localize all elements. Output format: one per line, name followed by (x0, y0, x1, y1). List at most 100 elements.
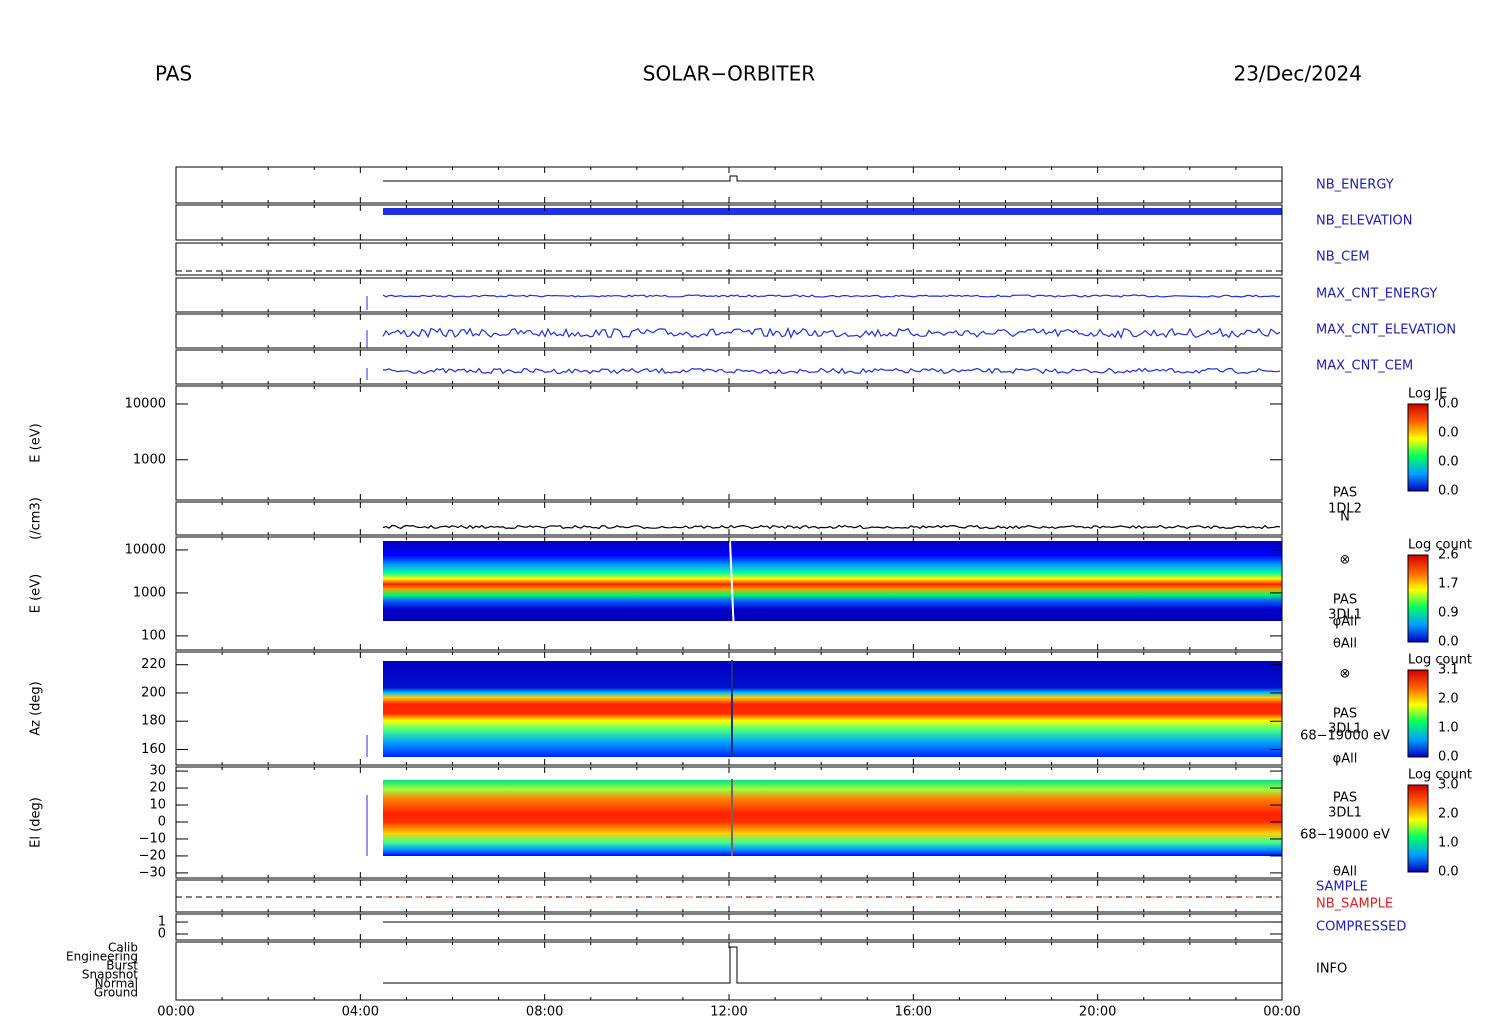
y-category-label: Calib (108, 941, 138, 955)
right-label: θAll (1333, 865, 1357, 880)
colorbar-tick-label: 2.0 (1438, 692, 1459, 707)
right-label: N (1340, 510, 1350, 525)
x-tick-label: 00:00 (1263, 1005, 1300, 1020)
right-label: NB_SAMPLE (1316, 897, 1393, 912)
header-left: PAS (155, 62, 192, 86)
y-axis-label: (/cm3) (29, 497, 44, 540)
x-tick-label: 12:00 (710, 1005, 747, 1020)
y-category-label: Snapshot (82, 968, 138, 982)
y-tick-label: 1000 (133, 585, 166, 600)
right-label: 3DL1 (1328, 722, 1362, 737)
y-tick-label: 30 (149, 764, 166, 779)
right-label: 1DL2 (1328, 502, 1362, 517)
x-tick-label: 20:00 (1079, 1005, 1116, 1020)
colorbar-tick-label: 2.6 (1438, 548, 1459, 563)
right-label: NB_CEM (1316, 250, 1370, 265)
y-axis-label: Az (deg) (29, 681, 44, 736)
right-label: ⊗ (1340, 667, 1351, 682)
max-cnt-cem-trace (382, 367, 1281, 375)
y-tick-label: 220 (141, 657, 166, 672)
right-label: PAS (1333, 486, 1357, 501)
right-label: PAS (1333, 791, 1357, 806)
right-label: NB_ENERGY (1316, 178, 1394, 193)
right-label: INFO (1316, 962, 1347, 977)
y-tick-label: 1 (158, 915, 166, 930)
y-category-label: Ground (94, 986, 138, 1000)
right-label: 68−19000 eV (1300, 828, 1390, 843)
colorbar-tick-label: 0.0 (1438, 397, 1459, 412)
y-tick-label: 100 (141, 628, 166, 643)
x-tick-label: 16:00 (895, 1005, 932, 1020)
y-tick-label: −10 (139, 831, 166, 846)
right-label: MAX_CNT_ELEVATION (1316, 323, 1456, 338)
right-label: ⊗ (1340, 553, 1351, 568)
info-trace (383, 946, 1282, 984)
y-axis-label: E (eV) (29, 423, 44, 462)
y-category-label: Normal (95, 977, 138, 991)
header-center: SOLAR−ORBITER (643, 62, 815, 86)
right-label: φAll (1333, 615, 1358, 630)
colorbar-tick-label: 1.0 (1438, 721, 1459, 736)
colorbar-title: Log count (1408, 653, 1472, 668)
y-category-label: Engineering (66, 950, 138, 964)
colorbar-tick-label: 0.0 (1438, 635, 1459, 650)
right-label: NB_ELEVATION (1316, 214, 1413, 229)
nb-elevation-band (383, 208, 1282, 215)
right-label: MAX_CNT_CEM (1316, 359, 1413, 374)
colorbar-tick-label: 0.0 (1438, 865, 1459, 880)
max-cnt-elevation-trace (382, 326, 1281, 340)
nb-energy-trace (383, 175, 1282, 182)
y-tick-label: 180 (141, 714, 166, 729)
colorbar-title: Log count (1408, 538, 1472, 553)
y-tick-label: 10000 (125, 396, 166, 411)
y-tick-label: 10000 (125, 542, 166, 557)
panel-frame (175, 941, 1283, 1001)
y-axis-label: E (eV) (29, 574, 44, 613)
max-cnt-energy-trace (382, 294, 1281, 298)
azimuth-spectrogram (383, 661, 1282, 757)
colorbar-tick-label: 0.0 (1438, 455, 1459, 470)
y-tick-label: 1000 (133, 452, 166, 467)
colorbar-tick-label: 3.1 (1438, 663, 1459, 678)
right-label: COMPRESSED (1316, 920, 1406, 935)
y-category-label: Burst (106, 959, 138, 973)
colorbar-title: Log JE (1408, 387, 1447, 402)
x-tick-label: 04:00 (342, 1005, 379, 1020)
x-tick-label: 08:00 (526, 1005, 563, 1020)
right-label: φAll (1333, 752, 1358, 767)
spectrograms (383, 208, 1282, 856)
y-tick-label: 10 (149, 798, 166, 813)
y-tick-label: −30 (139, 865, 166, 880)
colorbar (1407, 403, 1429, 492)
colorbar-tick-label: 0.0 (1438, 426, 1459, 441)
colorbar-tick-label: 1.0 (1438, 836, 1459, 851)
energy-spectrogram (383, 541, 1282, 621)
header-right: 23/Dec/2024 (1233, 62, 1362, 86)
y-tick-label: 0 (158, 927, 166, 942)
right-label: PAS (1333, 707, 1357, 722)
elevation-spectrogram (383, 780, 1282, 856)
right-label: SAMPLE (1316, 880, 1368, 895)
colorbar-tick-label: 2.0 (1438, 807, 1459, 822)
right-label: PAS (1333, 593, 1357, 608)
right-label: MAX_CNT_ENERGY (1316, 287, 1437, 302)
y-tick-label: 160 (141, 742, 166, 757)
y-tick-label: −20 (139, 848, 166, 863)
colorbar-tick-label: 0.0 (1438, 484, 1459, 499)
right-label: θAll (1333, 637, 1357, 652)
gap (729, 539, 735, 636)
density-trace (382, 524, 1281, 530)
colorbar-title: Log count (1408, 768, 1472, 783)
colorbar (1407, 784, 1429, 873)
y-tick-label: 200 (141, 685, 166, 700)
colorbar-tick-label: 1.7 (1438, 577, 1459, 592)
y-tick-label: 20 (149, 781, 166, 796)
right-label: 3DL1 (1328, 806, 1362, 821)
colorbar-tick-label: 3.0 (1438, 778, 1459, 793)
y-axis-label: El (deg) (29, 797, 44, 848)
colorbar (1407, 554, 1429, 643)
panel-frame (175, 385, 1283, 501)
colorbar (1407, 669, 1429, 758)
right-label: 68−19000 eV (1300, 729, 1390, 744)
